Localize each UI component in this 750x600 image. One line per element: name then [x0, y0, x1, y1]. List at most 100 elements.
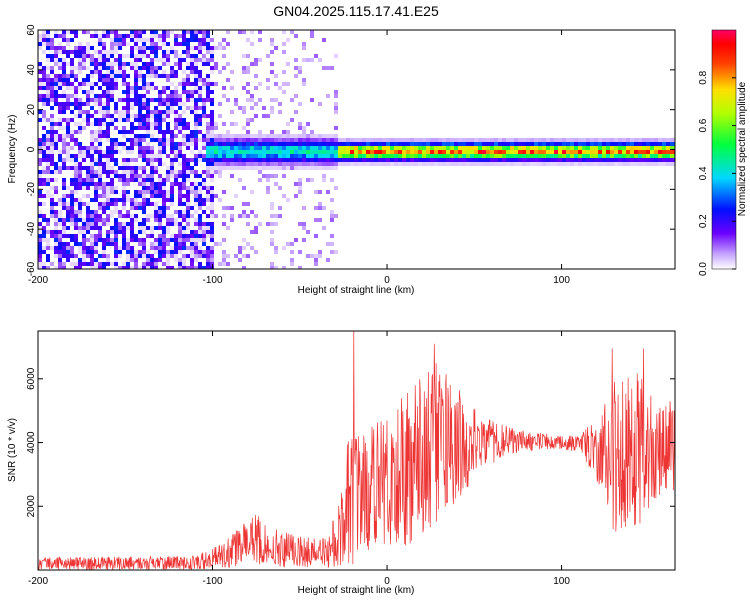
heatmap-cell — [542, 154, 546, 158]
heatmap-cell — [362, 158, 366, 162]
heatmap-cell — [458, 162, 462, 166]
heatmap-cell — [190, 98, 194, 102]
heatmap-cell — [282, 154, 286, 158]
heatmap-cell — [178, 66, 182, 70]
heatmap-cell — [42, 102, 46, 106]
heatmap-cell — [102, 206, 106, 210]
heatmap-cell — [574, 146, 578, 150]
heatmap-cell — [182, 86, 186, 90]
heatmap-cell — [482, 138, 486, 142]
heatmap-cell — [46, 154, 50, 158]
heatmap-cell — [62, 126, 66, 130]
heatmap-cell — [126, 110, 130, 114]
heatmap-cell — [278, 146, 282, 150]
heatmap-cell — [182, 42, 186, 46]
heatmap-cell — [402, 154, 406, 158]
heatmap-cell — [50, 42, 54, 46]
heatmap-cell — [166, 170, 170, 174]
heatmap-cell — [242, 110, 246, 114]
heatmap-cell — [134, 250, 138, 254]
heatmap-cell — [182, 50, 186, 54]
heatmap-cell — [570, 162, 574, 166]
heatmap-cell — [62, 90, 66, 94]
heatmap-cell — [206, 90, 210, 94]
heatmap-cell — [94, 218, 98, 222]
heatmap-cell — [150, 186, 154, 190]
heatmap-cell — [150, 110, 154, 114]
heatmap-cell — [90, 90, 94, 94]
heatmap-cell — [438, 158, 442, 162]
heatmap-cell — [290, 138, 294, 142]
heatmap-cell — [494, 150, 498, 154]
heatmap-cell — [154, 138, 158, 142]
heatmap-cell — [202, 250, 206, 254]
heatmap-cell — [106, 106, 110, 110]
heatmap-cell — [138, 102, 142, 106]
heatmap-cell — [130, 86, 134, 90]
heatmap-cell — [302, 58, 306, 62]
heatmap-cell — [138, 122, 142, 126]
heatmap-cell — [66, 86, 70, 90]
heatmap-cell — [106, 174, 110, 178]
heatmap-cell — [218, 134, 222, 138]
heatmap-cell — [586, 154, 590, 158]
heatmap-cell — [134, 82, 138, 86]
heatmap-cell — [122, 146, 126, 150]
heatmap-cell — [86, 78, 90, 82]
heatmap-cell — [90, 182, 94, 186]
heatmap-cell — [386, 146, 390, 150]
heatmap-cell — [146, 234, 150, 238]
heatmap-cell — [58, 138, 62, 142]
heatmap-cell — [210, 158, 214, 162]
heatmap-cell — [158, 178, 162, 182]
heatmap-cell — [298, 70, 302, 74]
heatmap-cell — [586, 138, 590, 142]
heatmap-cell — [94, 118, 98, 122]
heatmap-cell — [154, 182, 158, 186]
heatmap-cell — [470, 142, 474, 146]
heatmap-cell — [210, 102, 214, 106]
heatmap-cell — [562, 142, 566, 146]
heatmap-cell — [174, 170, 178, 174]
heatmap-cell — [610, 142, 614, 146]
heatmap-cell — [138, 38, 142, 42]
heatmap-cell — [198, 38, 202, 42]
heatmap-cell — [398, 154, 402, 158]
heatmap-cell — [298, 162, 302, 166]
y-tick-label: 2000 — [26, 495, 37, 518]
heatmap-cell — [182, 194, 186, 198]
heatmap-cell — [134, 266, 138, 269]
heatmap-cell — [42, 194, 46, 198]
heatmap-cell — [78, 50, 82, 54]
heatmap-cell — [54, 146, 58, 150]
heatmap-cell — [666, 158, 670, 162]
heatmap-cell — [110, 114, 114, 118]
heatmap-cell — [102, 254, 106, 258]
heatmap-cell — [202, 78, 206, 82]
heatmap-cell — [530, 162, 534, 166]
heatmap-cell — [66, 106, 70, 110]
heatmap-cell — [202, 106, 206, 110]
heatmap-cell — [482, 150, 486, 154]
heatmap-cell — [130, 178, 134, 182]
heatmap-cell — [238, 146, 242, 150]
heatmap-cell — [202, 82, 206, 86]
heatmap-cell — [518, 150, 522, 154]
heatmap-cell — [558, 162, 562, 166]
heatmap-cell — [70, 206, 74, 210]
heatmap-cell — [258, 134, 262, 138]
heatmap-cell — [558, 150, 562, 154]
heatmap-cell — [94, 194, 98, 198]
heatmap-cell — [270, 230, 274, 234]
heatmap-cell — [46, 266, 50, 269]
heatmap-cell — [94, 234, 98, 238]
heatmap-cell — [94, 102, 98, 106]
heatmap-cell — [130, 34, 134, 38]
heatmap-cell — [342, 146, 346, 150]
heatmap-cell — [658, 162, 662, 166]
heatmap-cell — [238, 250, 242, 254]
heatmap-cell — [270, 70, 274, 74]
heatmap-cell — [186, 158, 190, 162]
heatmap-cell — [350, 138, 354, 142]
